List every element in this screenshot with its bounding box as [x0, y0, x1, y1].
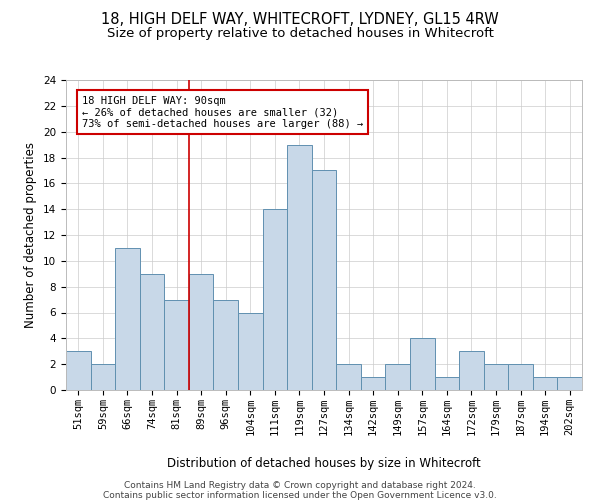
Bar: [140, 274, 164, 390]
Text: Contains public sector information licensed under the Open Government Licence v3: Contains public sector information licen…: [103, 491, 497, 500]
Bar: [263, 209, 287, 390]
Bar: [214, 300, 238, 390]
Bar: [91, 364, 115, 390]
Bar: [484, 364, 508, 390]
Bar: [410, 338, 434, 390]
Text: Contains HM Land Registry data © Crown copyright and database right 2024.: Contains HM Land Registry data © Crown c…: [124, 481, 476, 490]
Bar: [66, 351, 91, 390]
Bar: [508, 364, 533, 390]
Bar: [312, 170, 336, 390]
Y-axis label: Number of detached properties: Number of detached properties: [25, 142, 37, 328]
Bar: [336, 364, 361, 390]
Bar: [459, 351, 484, 390]
Bar: [434, 377, 459, 390]
Text: 18, HIGH DELF WAY, WHITECROFT, LYDNEY, GL15 4RW: 18, HIGH DELF WAY, WHITECROFT, LYDNEY, G…: [101, 12, 499, 28]
Bar: [557, 377, 582, 390]
Bar: [189, 274, 214, 390]
Bar: [361, 377, 385, 390]
Bar: [115, 248, 140, 390]
Bar: [385, 364, 410, 390]
Bar: [164, 300, 189, 390]
Bar: [287, 144, 312, 390]
Text: Size of property relative to detached houses in Whitecroft: Size of property relative to detached ho…: [107, 28, 493, 40]
Text: Distribution of detached houses by size in Whitecroft: Distribution of detached houses by size …: [167, 458, 481, 470]
Bar: [238, 312, 263, 390]
Bar: [533, 377, 557, 390]
Text: 18 HIGH DELF WAY: 90sqm
← 26% of detached houses are smaller (32)
73% of semi-de: 18 HIGH DELF WAY: 90sqm ← 26% of detache…: [82, 96, 363, 128]
